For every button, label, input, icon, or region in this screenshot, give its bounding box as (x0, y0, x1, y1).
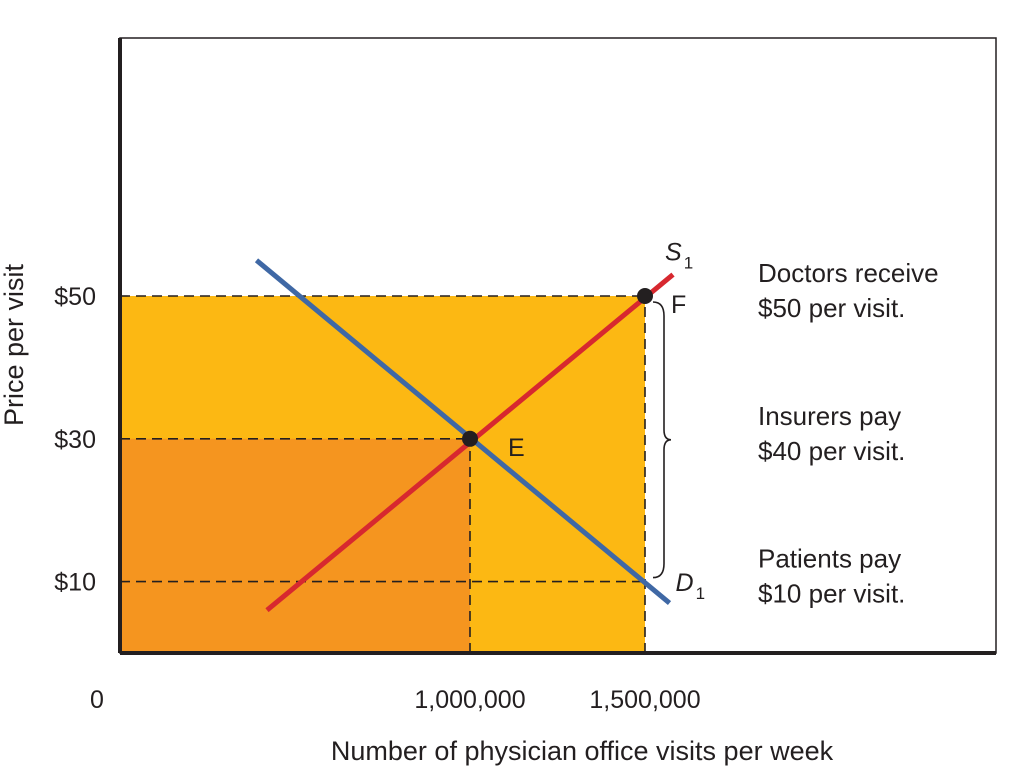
shaded-region-2 (120, 438, 470, 653)
point-label-F: F (671, 291, 686, 319)
annotation-2: Insurers pay $40 per visit. (758, 401, 905, 466)
demand-curve (254, 258, 672, 605)
supply-curve-subscript: 1 (684, 254, 693, 273)
tick-labels: $10 $30 $50 1,000,000 1,500,000 (54, 283, 700, 714)
annotation-line: $40 per visit. (758, 436, 905, 466)
annotation-line: Doctors receive (758, 258, 939, 288)
y-tick-label: $50 (54, 283, 96, 311)
x-axis-label: Number of physician office visits per we… (331, 736, 834, 766)
x-tick-label: 1,500,000 (589, 686, 700, 714)
annotation-1: Doctors receive $50 per visit. (758, 258, 939, 323)
point-F (637, 288, 653, 304)
annotation-3: Patients pay $10 per visit. (758, 544, 905, 609)
shaded-regions (120, 296, 645, 653)
origin-label: 0 (90, 686, 104, 714)
point-E (462, 430, 478, 447)
annotation-line: Insurers pay (758, 401, 901, 431)
x-tick-label: 1,000,000 (414, 686, 525, 714)
y-axis-label: Price per visit (0, 263, 29, 426)
dashed-guide-lines (120, 295, 646, 653)
annotation-line: Patients pay (758, 544, 901, 574)
side-annotations: Doctors receive $50 per visit. Insurers pa… (758, 258, 939, 609)
demand-curve-subscript: 1 (696, 584, 705, 603)
y-tick-label: $30 (54, 426, 96, 454)
price-gap-brace (652, 301, 672, 579)
equilibrium-points: EF (462, 288, 686, 462)
annotation-line: $50 per visit. (758, 293, 905, 323)
brace-path (652, 301, 672, 579)
annotation-line: $10 per visit. (758, 579, 905, 609)
y-tick-label: $10 (54, 569, 96, 597)
point-label-E: E (508, 434, 525, 462)
